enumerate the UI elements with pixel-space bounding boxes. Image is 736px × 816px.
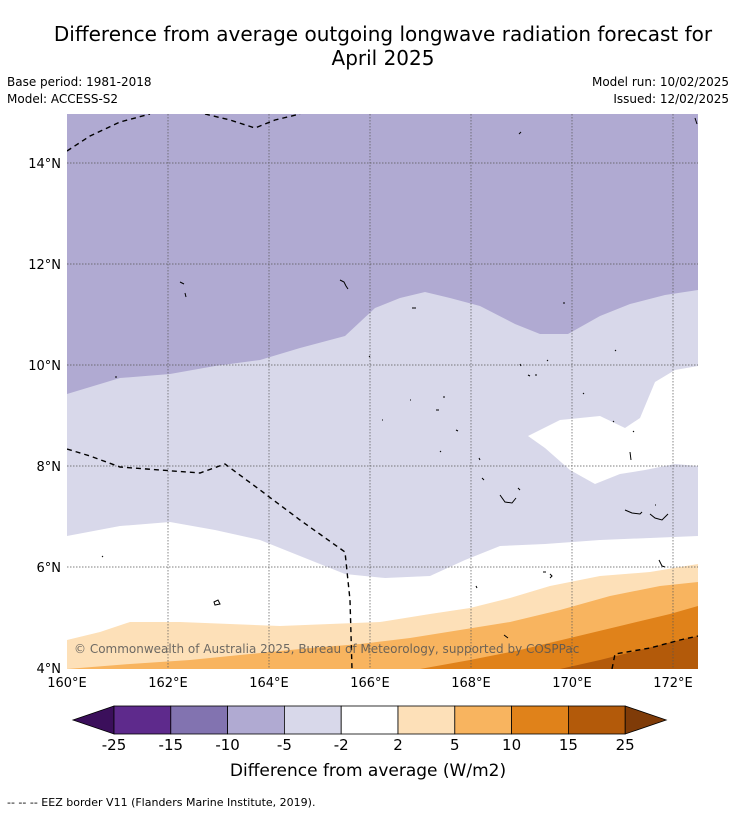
graticule bbox=[67, 114, 698, 669]
colorbar-extend-high bbox=[624, 705, 668, 735]
colorbar-segment bbox=[113, 705, 172, 735]
colorbar-tick-label: 5 bbox=[450, 736, 460, 754]
colorbar-tick-label: 25 bbox=[616, 736, 635, 754]
lon-label: 166°E bbox=[350, 676, 390, 691]
eez-footnote: -- -- -- EEZ border V11 (Flanders Marine… bbox=[7, 796, 316, 809]
colorbar-segment bbox=[227, 705, 285, 735]
lon-label: 160°E bbox=[47, 676, 87, 691]
colorbar-tick-label: -5 bbox=[277, 736, 292, 754]
map-title: Difference from average outgoing longwav… bbox=[30, 22, 736, 70]
lat-label: 14°N bbox=[28, 157, 61, 172]
latitude-labels: 14°N 12°N 10°N 8°N 6°N 4°N bbox=[28, 157, 61, 677]
colorbar-segment bbox=[511, 705, 569, 735]
model-name: Model: ACCESS-S2 bbox=[7, 92, 119, 106]
lon-label: 164°E bbox=[249, 676, 289, 691]
lon-label: 172°E bbox=[653, 676, 693, 691]
base-period: Base period: 1981-2018 bbox=[7, 75, 152, 89]
colorbar-label: Difference from average (W/m2) bbox=[229, 761, 507, 781]
model-run: Model run: 10/02/2025 bbox=[591, 75, 729, 89]
colorbar-tick-label: -25 bbox=[102, 736, 127, 754]
colorbar-segment bbox=[568, 705, 626, 735]
colorbar-segment bbox=[397, 705, 456, 735]
meta-right: Model run: 10/02/2025 Issued: 12/02/2025 bbox=[592, 74, 729, 108]
islands bbox=[101, 117, 698, 639]
colorbar: -25 -15 -10 -5 -2 2 5 10 15 25 bbox=[71, 705, 668, 754]
title-line-1: Difference from average outgoing longwav… bbox=[53, 22, 713, 46]
lon-label: 162°E bbox=[148, 676, 188, 691]
colorbar-tick-label: -2 bbox=[334, 736, 349, 754]
lat-label: 8°N bbox=[37, 460, 62, 475]
colorbar-segment bbox=[170, 705, 229, 735]
lon-label: 170°E bbox=[552, 676, 592, 691]
issued-date: Issued: 12/02/2025 bbox=[613, 92, 729, 106]
lat-label: 12°N bbox=[28, 258, 61, 273]
meta-left: Base period: 1981-2018 Model: ACCESS-S2 bbox=[7, 74, 152, 108]
colorbar-segment bbox=[454, 705, 512, 735]
colorbar-extend-low bbox=[71, 705, 115, 735]
lon-label: 168°E bbox=[451, 676, 491, 691]
title-line-2: April 2025 bbox=[331, 46, 435, 70]
map-plot-area: © Commonwealth of Australia 2025, Bureau… bbox=[67, 114, 698, 669]
colorbar-tick-label: 2 bbox=[393, 736, 403, 754]
colorbar-segment bbox=[283, 705, 342, 735]
lat-label: 6°N bbox=[37, 561, 62, 576]
colorbar-tick-label: -10 bbox=[215, 736, 240, 754]
lat-label: 4°N bbox=[37, 662, 62, 677]
eez-borders bbox=[67, 114, 698, 669]
colorbar-segment bbox=[340, 705, 399, 735]
band-white-patch bbox=[528, 366, 698, 484]
lat-label: 10°N bbox=[28, 359, 61, 374]
colorbar-tick-label: 10 bbox=[502, 736, 521, 754]
longitude-labels: 160°E 162°E 164°E 166°E 168°E 170°E 172°… bbox=[47, 676, 693, 691]
copyright-watermark: © Commonwealth of Australia 2025, Bureau… bbox=[74, 642, 579, 656]
colorbar-tick-label: -15 bbox=[159, 736, 184, 754]
colorbar-tick-label: 15 bbox=[559, 736, 578, 754]
